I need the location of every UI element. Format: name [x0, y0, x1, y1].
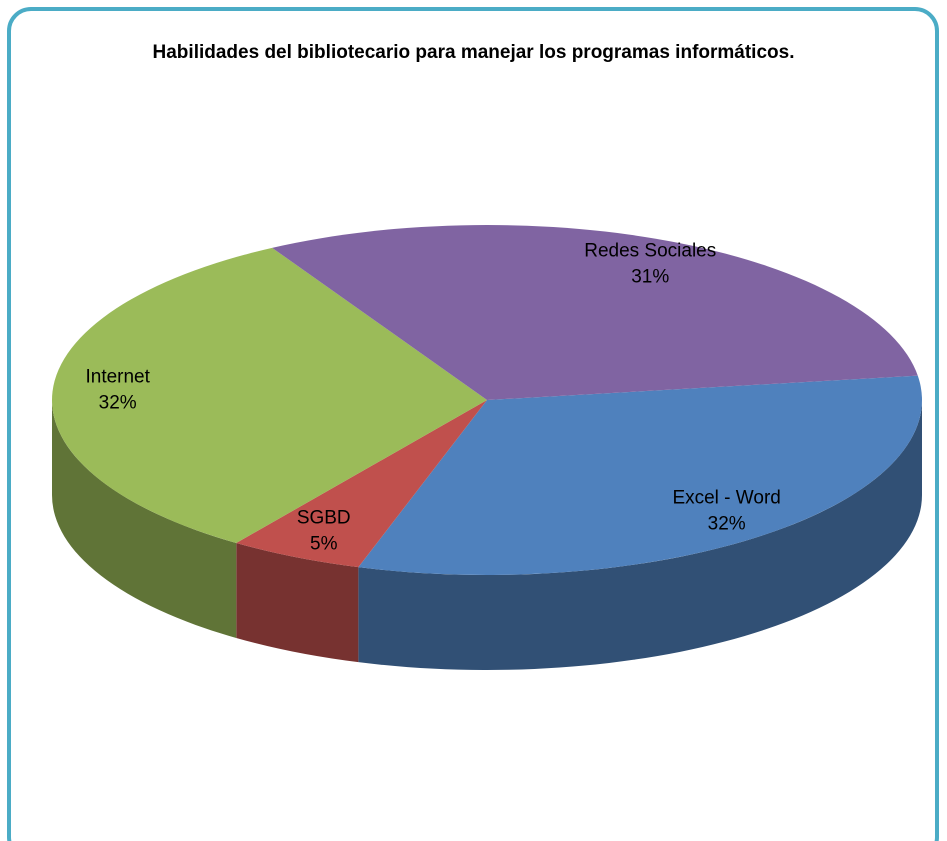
slice	[236, 400, 487, 568]
slice-label: Internet 32%	[85, 367, 150, 414]
value-label: 32%	[99, 393, 137, 414]
slice-side	[236, 543, 359, 663]
chart-title: Habilidades del bibliotecario para manej…	[152, 42, 795, 63]
value-label: 5%	[310, 533, 338, 554]
slice-label: SGBD 5%	[297, 507, 351, 554]
slice-label: Redes Sociales 31%	[584, 241, 716, 288]
category-name: Redes Sociales	[584, 241, 716, 262]
category-name: SGBD	[297, 507, 351, 528]
slice-side	[52, 400, 237, 639]
slice	[358, 375, 922, 575]
slice	[51, 247, 488, 544]
value-label: 32%	[708, 513, 746, 534]
title-box: Habilidades del bibliotecario para manej…	[152, 42, 795, 63]
category-name: Excel - Word	[672, 487, 780, 508]
category-name: Internet	[85, 367, 150, 388]
slice-label: Excel - Word 32%	[672, 487, 780, 534]
slice-side	[358, 400, 922, 670]
value-label: 31%	[631, 267, 669, 288]
slice	[272, 225, 918, 400]
